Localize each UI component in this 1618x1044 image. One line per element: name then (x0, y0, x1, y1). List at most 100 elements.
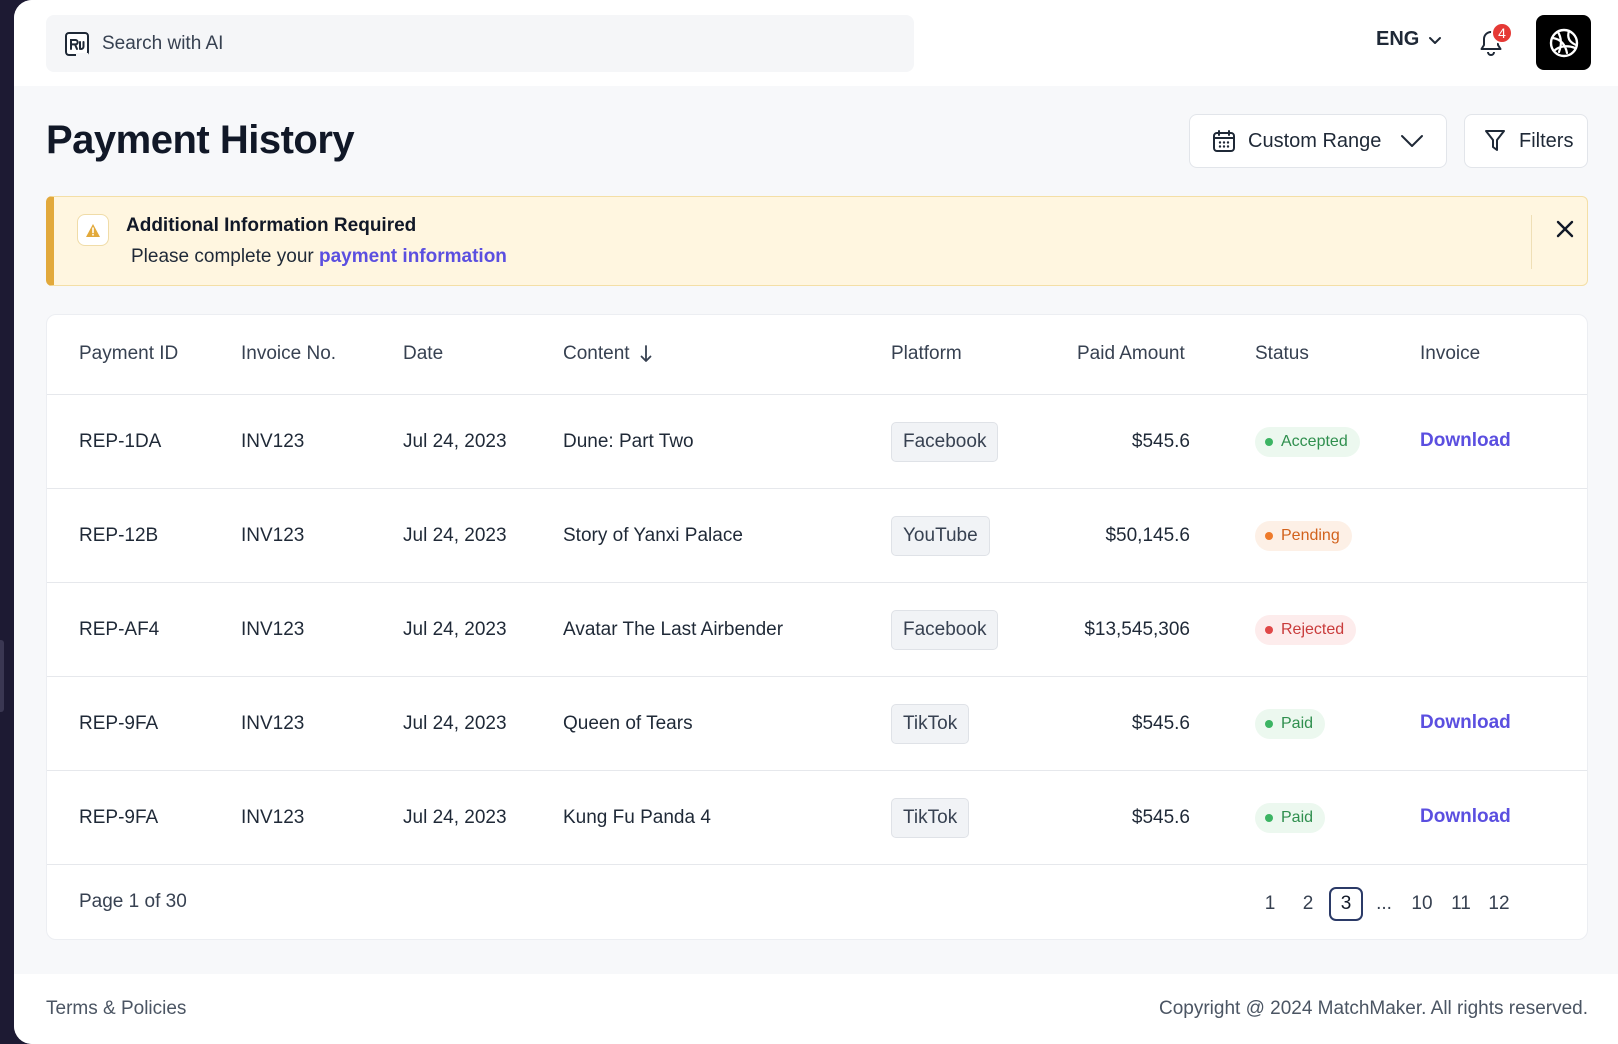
payments-table: Payment ID Invoice No. Date Content Plat… (46, 314, 1588, 940)
status-badge: Pending (1255, 521, 1352, 551)
download-invoice-link[interactable]: Download (1420, 806, 1511, 827)
page-ellipsis: ... (1376, 893, 1392, 914)
paid-amount: $545.6 (1131, 431, 1190, 452)
platform-tag: Facebook (891, 422, 999, 462)
notification-badge: 4 (1491, 22, 1513, 44)
column-platform: Platform (891, 343, 962, 364)
column-invoice-no: Invoice No. (241, 343, 337, 364)
copyright-text: Copyright @ 2024 MatchMaker. All rights … (1158, 998, 1588, 1019)
paid-amount: $545.6 (1131, 713, 1190, 734)
payment-id: REP-12B (79, 525, 159, 546)
close-icon[interactable] (1553, 217, 1577, 241)
download-invoice-link[interactable]: Download (1420, 430, 1511, 451)
page-button-2[interactable]: 2 (1302, 893, 1314, 914)
status-dot (1265, 626, 1273, 634)
custom-range-label: Custom Range (1248, 129, 1382, 152)
table-row[interactable]: REP-9FA INV123 Jul 24, 2023 Kung Fu Pand… (47, 771, 1587, 865)
status-dot (1265, 532, 1273, 540)
invoice-no: INV123 (241, 431, 305, 452)
status-badge: Paid (1255, 803, 1326, 833)
brand-logo[interactable] (1536, 15, 1591, 70)
column-content[interactable]: Content (563, 343, 652, 365)
payment-date: Jul 24, 2023 (403, 525, 507, 546)
notifications-button[interactable]: 4 (1478, 22, 1513, 60)
table-row[interactable]: REP-AF4 INV123 Jul 24, 2023 Avatar The L… (47, 583, 1587, 677)
chevron-down-icon (1429, 36, 1442, 44)
content-title: Story of Yanxi Palace (563, 525, 743, 546)
warning-icon-box (77, 214, 109, 246)
payment-id: REP-AF4 (79, 619, 160, 640)
status-badge: Accepted (1255, 427, 1360, 457)
column-date: Date (403, 343, 444, 364)
content-title: Avatar The Last Airbender (563, 619, 784, 640)
pagination-bar: Page 1 of 30 1 2 3 ... 10 11 12 (47, 865, 1587, 941)
payment-information-link[interactable]: payment information (319, 246, 507, 267)
ai-search-icon (65, 31, 89, 57)
column-paid-amount: Paid Amount (1077, 343, 1185, 364)
status-dot (1265, 720, 1273, 728)
page-button-10[interactable]: 10 (1411, 893, 1433, 914)
content-title: Queen of Tears (563, 713, 693, 734)
page-button-1[interactable]: 1 (1264, 893, 1276, 914)
content-title: Dune: Part Two (563, 431, 694, 452)
page-title: Payment History (46, 118, 355, 162)
paid-amount: $50,145.6 (1105, 525, 1190, 546)
invoice-no: INV123 (241, 713, 305, 734)
table-row[interactable]: REP-12B INV123 Jul 24, 2023 Story of Yan… (47, 489, 1587, 583)
search-input[interactable]: Search with AI (46, 15, 914, 72)
paid-amount: $13,545,306 (1084, 619, 1190, 640)
platform-tag: YouTube (891, 516, 990, 556)
filters-label: Filters (1519, 129, 1574, 152)
language-selector[interactable]: ENG (1376, 28, 1443, 51)
page-info: Page 1 of 30 (79, 891, 187, 912)
content-title: Kung Fu Panda 4 (563, 807, 711, 828)
payment-id: REP-9FA (79, 807, 159, 828)
status-dot (1265, 814, 1273, 822)
alert-divider (1531, 215, 1532, 269)
table-row[interactable]: REP-9FA INV123 Jul 24, 2023 Queen of Tea… (47, 677, 1587, 771)
chevron-down-icon (1401, 135, 1423, 147)
column-status: Status (1255, 343, 1309, 364)
status-badge: Paid (1255, 709, 1326, 739)
platform-tag: TikTok (891, 704, 970, 744)
sort-descending-icon (640, 345, 651, 362)
info-required-alert: Additional Information Required Please c… (46, 196, 1588, 286)
download-invoice-link[interactable]: Download (1420, 712, 1511, 733)
page-button-11[interactable]: 11 (1451, 893, 1471, 914)
alert-message: Please complete your payment information (131, 246, 507, 268)
payment-date: Jul 24, 2023 (403, 713, 507, 734)
payment-date: Jul 24, 2023 (403, 431, 507, 452)
status-label: Accepted (1281, 433, 1348, 450)
status-label: Pending (1281, 527, 1340, 544)
status-badge: Rejected (1255, 615, 1357, 645)
invoice-no: INV123 (241, 525, 305, 546)
terms-link[interactable]: Terms & Policies (46, 998, 187, 1019)
table-header: Payment ID Invoice No. Date Content Plat… (47, 315, 1587, 395)
page-button-12[interactable]: 12 (1488, 893, 1510, 914)
warning-icon (86, 223, 100, 237)
platform-tag: Facebook (891, 610, 999, 650)
top-bar: Search with AI ENG 4 (14, 0, 1618, 86)
site-footer: Terms & Policies Copyright @ 2024 MatchM… (14, 974, 1618, 1044)
column-payment-id: Payment ID (79, 343, 179, 364)
alert-message-text: Please complete your (131, 246, 314, 267)
filters-button[interactable]: Filters (1464, 114, 1588, 168)
status-label: Paid (1281, 715, 1314, 732)
app-frame: Search with AI ENG 4 Payment History (14, 0, 1618, 1044)
brand-logo-icon (1549, 28, 1578, 57)
language-label: ENG (1376, 28, 1420, 50)
invoice-no: INV123 (241, 807, 305, 828)
column-invoice: Invoice (1420, 343, 1481, 364)
status-label: Paid (1281, 809, 1314, 826)
status-dot (1265, 438, 1273, 446)
table-row[interactable]: REP-1DA INV123 Jul 24, 2023 Dune: Part T… (47, 395, 1587, 489)
paid-amount: $545.6 (1131, 807, 1190, 828)
payment-id: REP-9FA (79, 713, 159, 734)
custom-range-dropdown[interactable]: Custom Range (1189, 114, 1447, 168)
column-content-label: Content (563, 343, 630, 364)
payment-date: Jul 24, 2023 (403, 619, 507, 640)
page-button-3[interactable]: 3 (1329, 887, 1363, 921)
alert-title: Additional Information Required (126, 215, 417, 236)
payment-id: REP-1DA (79, 431, 162, 452)
search-placeholder: Search with AI (102, 32, 224, 54)
